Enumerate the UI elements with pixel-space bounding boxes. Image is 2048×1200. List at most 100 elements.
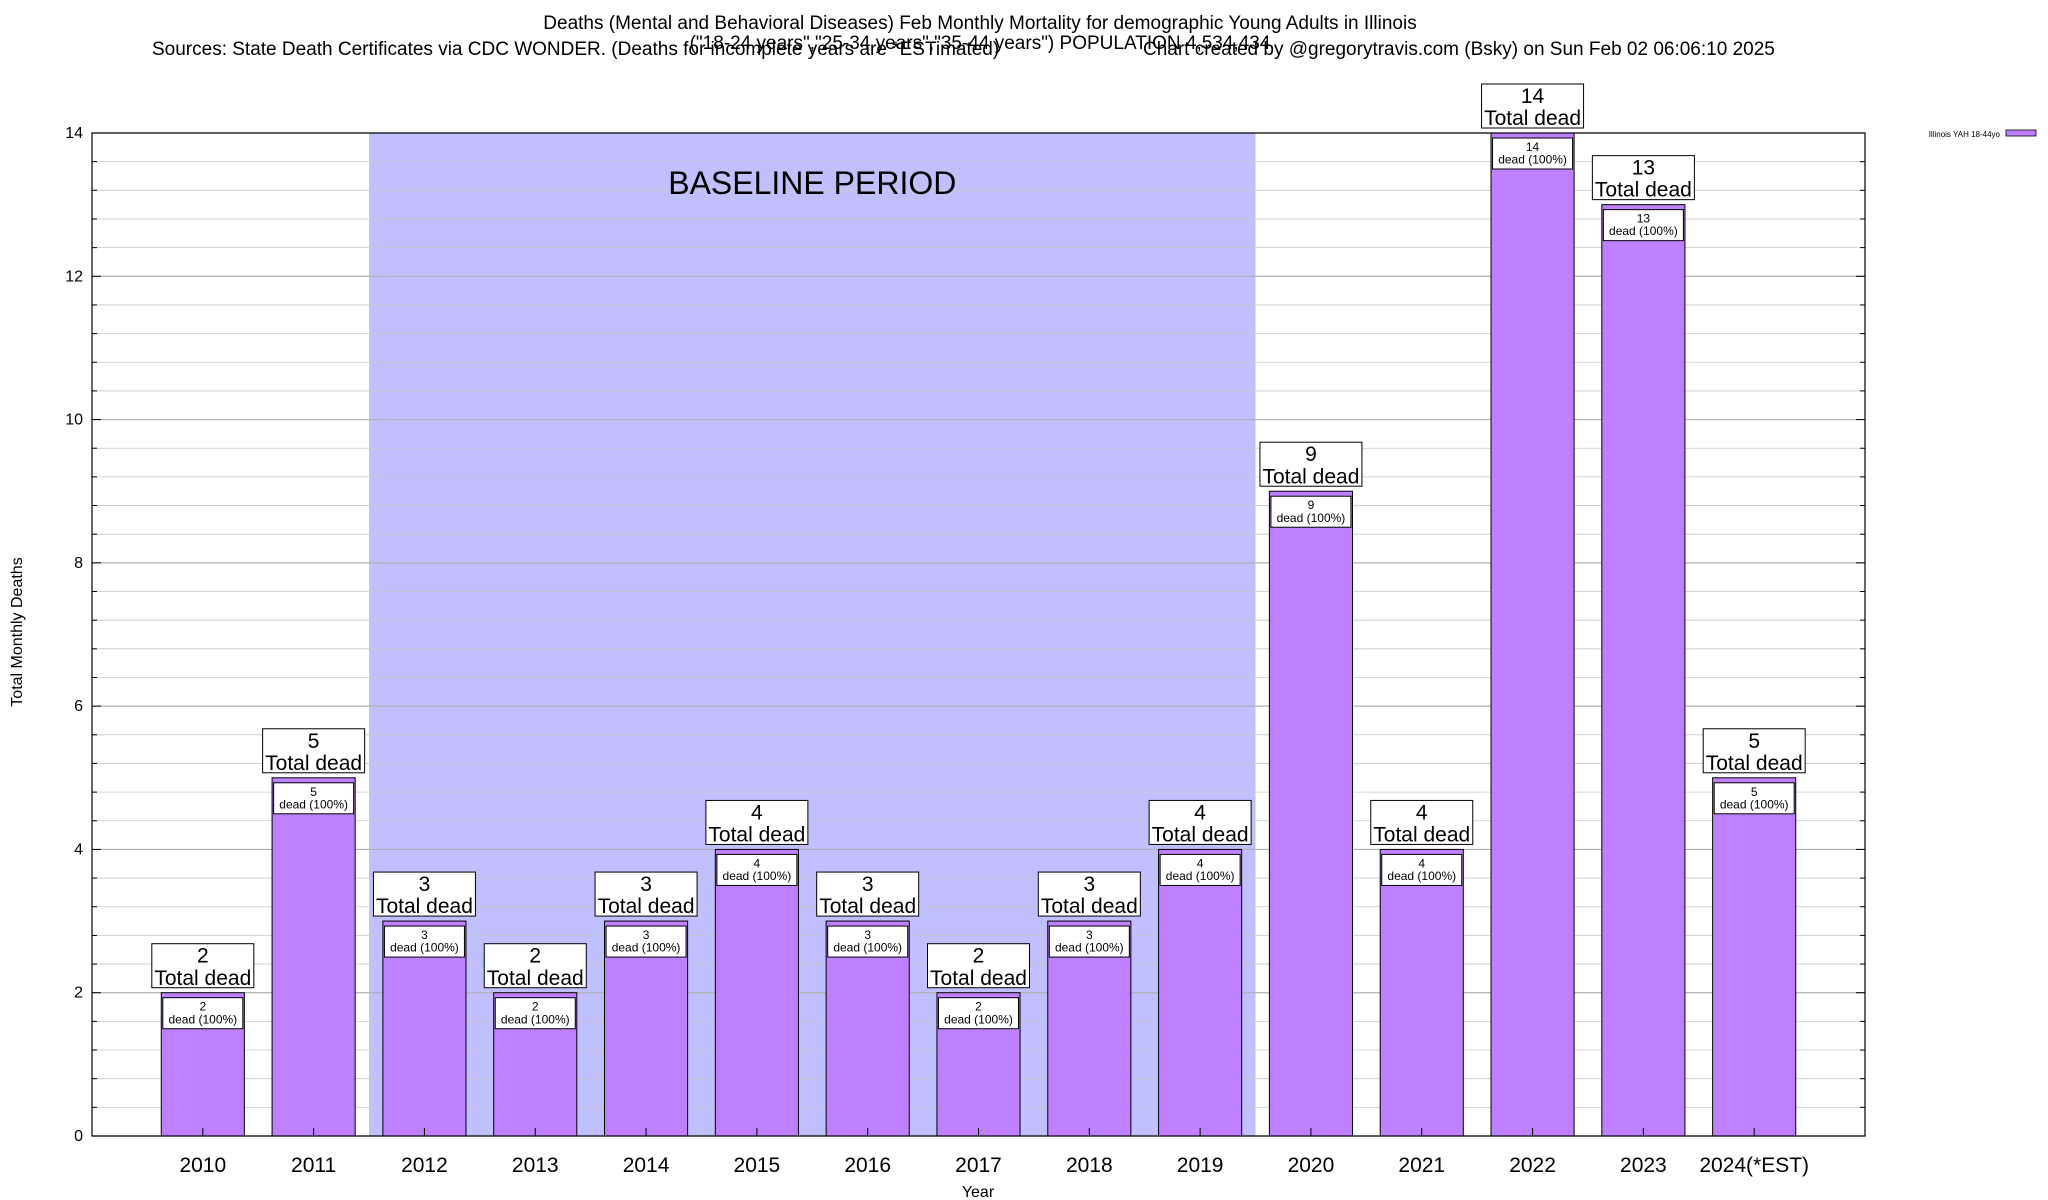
bar-total-label-box — [1481, 83, 1585, 129]
y-tick-label: 6 — [74, 698, 83, 715]
bar — [1601, 204, 1686, 1137]
bar-inner-label: 3 dead (100%) — [390, 928, 459, 955]
bar-inner-label: 4 dead (100%) — [1166, 856, 1235, 883]
bar-total-label: 5 Total dead — [1706, 730, 1803, 775]
x-tick-label: 2022 — [1509, 1154, 1556, 1177]
chart-sources: Sources: State Death Certificates via CD… — [152, 39, 1000, 60]
bar-total-label-box — [1370, 799, 1474, 845]
bar-inner-label: 3 dead (100%) — [612, 928, 681, 955]
y-tick-label: 2 — [74, 985, 83, 1002]
x-tick-label: 2017 — [955, 1154, 1002, 1177]
bar-total-label: 3 Total dead — [598, 873, 695, 918]
bar-inner-label-box — [1270, 495, 1352, 528]
bar-total-label-box — [1702, 728, 1806, 774]
bar-inner-label-box — [383, 925, 465, 958]
bar — [1379, 848, 1464, 1137]
bar — [1712, 777, 1797, 1137]
bars-layer — [160, 132, 1797, 1137]
bar-inner-label: 9 dead (100%) — [1277, 498, 1346, 525]
bar-inner-label: 2 dead (100%) — [168, 1000, 237, 1027]
bar-inner-label-box — [1381, 853, 1463, 886]
bar — [1158, 848, 1243, 1137]
bar-total-label: 4 Total dead — [1373, 801, 1470, 846]
bar-total-label-box — [1591, 155, 1695, 201]
legend-label: Illinois YAH 18-44yo — [1929, 130, 2001, 139]
y-axis-label: Total Monthly Deaths — [9, 557, 26, 706]
bar-inner-label: 4 dead (100%) — [1387, 856, 1456, 883]
chart-credit: Chart created by @gregorytravis.com (Bsk… — [1143, 39, 1775, 60]
bar-total-label: 9 Total dead — [1262, 443, 1359, 488]
y-tick-label: 14 — [65, 125, 83, 142]
x-tick-label: 2020 — [1288, 1154, 1335, 1177]
bar-inner-label: 2 dead (100%) — [944, 1000, 1013, 1027]
x-tick-label: 2019 — [1177, 1154, 1224, 1177]
x-tick-label: 2024(*EST) — [1699, 1154, 1809, 1177]
y-tick-label: 12 — [65, 268, 83, 285]
bar-total-label-box — [594, 871, 698, 917]
bar-inner-label: 5 dead (100%) — [279, 785, 348, 812]
chart-subtitle: ("18-24 years","25-34 years","35-44 year… — [689, 33, 1271, 54]
bar-inner-label: 3 dead (100%) — [833, 928, 902, 955]
bar-inner-label-box — [827, 925, 909, 958]
bar-total-label: 3 Total dead — [819, 873, 916, 918]
x-tick-label: 2014 — [623, 1154, 670, 1177]
bar-inner-label-box — [1713, 782, 1795, 815]
x-tick-label: 2018 — [1066, 1154, 1113, 1177]
labels-layer: BASELINE PERIOD 2 dead (100%) 2 Total dead 5 d… — [151, 83, 1806, 1030]
bar-total-label-box — [927, 943, 1030, 989]
bar-total-label: 13 Total dead — [1595, 157, 1692, 202]
bar-inner-label-box — [494, 997, 576, 1030]
bar-inner-label-box — [162, 997, 244, 1030]
x-tick-label: 2016 — [844, 1154, 891, 1177]
bar — [714, 848, 799, 1137]
x-axis-label: Year — [962, 1184, 995, 1200]
bar-inner-label: 14 dead (100%) — [1498, 140, 1567, 167]
bar — [1490, 132, 1575, 1137]
x-tick-label: 2023 — [1620, 1154, 1667, 1177]
bar-inner-label-box — [273, 782, 355, 815]
baseline-period-label: BASELINE PERIOD — [668, 165, 956, 201]
bar-inner-label-box — [938, 997, 1019, 1030]
bar-total-label: 4 Total dead — [708, 801, 805, 846]
bar-inner-label-box — [1602, 209, 1684, 242]
bar-total-label: 3 Total dead — [376, 873, 473, 918]
bar-inner-label: 5 dead (100%) — [1720, 785, 1789, 812]
bar-total-label-box — [483, 943, 587, 989]
bar-total-label-box — [262, 728, 366, 774]
bar-total-label-box — [372, 871, 476, 917]
bar-total-label: 4 Total dead — [1152, 801, 1249, 846]
x-tick-label: 2021 — [1398, 1154, 1445, 1177]
x-tick-label: 2010 — [179, 1154, 226, 1177]
bar-total-label-box — [705, 799, 809, 845]
bar-inner-label: 13 dead (100%) — [1609, 212, 1678, 239]
plot-frame — [91, 132, 1866, 1137]
bar-total-label-box — [1148, 799, 1252, 845]
y-tick-label: 10 — [65, 412, 83, 429]
legend-swatch — [2005, 129, 2037, 137]
bar-inner-label-box — [605, 925, 687, 958]
x-tick-label: 2013 — [512, 1154, 559, 1177]
bar-total-label-box — [1037, 871, 1141, 917]
bar-total-label: 14 Total dead — [1484, 85, 1581, 130]
bar-inner-label-box — [1492, 137, 1574, 170]
bar-inner-label: 4 dead (100%) — [723, 856, 792, 883]
bar-total-label: 5 Total dead — [265, 730, 362, 775]
bar-total-label: 2 Total dead — [930, 945, 1027, 990]
bar — [1268, 490, 1353, 1137]
x-tick-label: 2012 — [401, 1154, 448, 1177]
chart-title: Deaths (Mental and Behavioral Diseases) … — [543, 13, 1417, 34]
y-tick-label: 8 — [74, 555, 83, 572]
y-tick-label: 0 — [74, 1128, 83, 1145]
bar-inner-label-box — [1159, 853, 1241, 886]
x-tick-label: 2015 — [734, 1154, 781, 1177]
bar-inner-label-box — [1048, 925, 1130, 958]
y-tick-label: 4 — [74, 841, 83, 858]
chart-title-block: Deaths (Mental and Behavioral Diseases) … — [0, 14, 1960, 54]
bar-total-label: 3 Total dead — [1041, 873, 1138, 918]
bar-total-label-box — [816, 871, 920, 917]
x-tick-label: 2011 — [291, 1154, 336, 1177]
bar-total-label-box — [1259, 441, 1363, 487]
bar-total-label: 2 Total dead — [154, 945, 251, 990]
bar-total-label-box — [151, 943, 255, 989]
